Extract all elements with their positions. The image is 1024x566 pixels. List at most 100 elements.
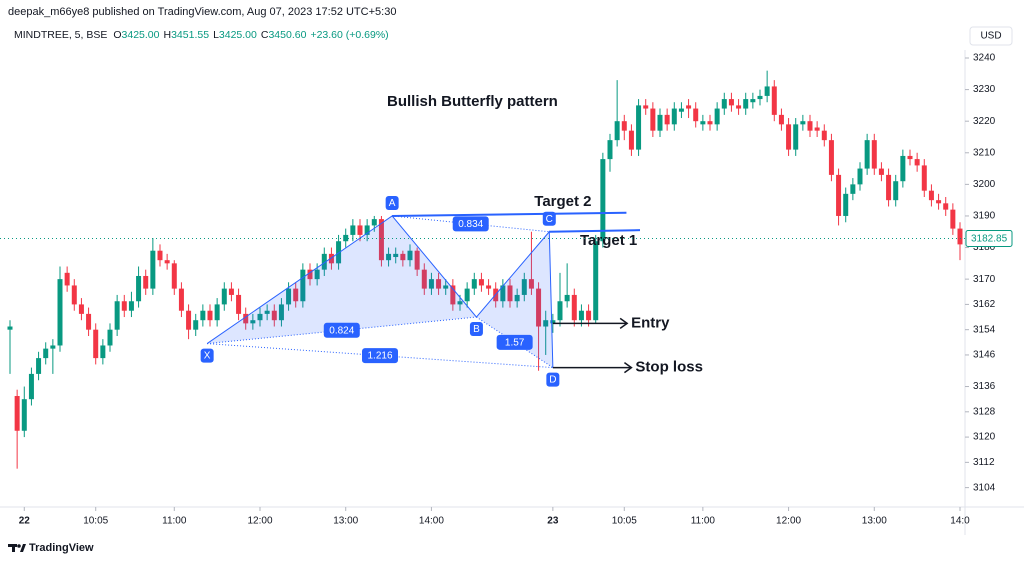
candle-body <box>300 269 306 302</box>
candle-body <box>628 130 634 150</box>
ratio-box <box>452 216 489 232</box>
candle-body <box>836 174 842 216</box>
x-tick-label: 11:00 <box>162 516 187 527</box>
ohlc-value: 3425.00 <box>219 29 257 41</box>
candle-body <box>557 301 563 321</box>
candle-body <box>864 140 870 169</box>
candle-body <box>764 86 770 96</box>
candle-body <box>21 399 27 431</box>
x-tick-label: 11:00 <box>691 516 716 527</box>
candle-body <box>400 253 406 261</box>
candle-body <box>121 301 127 311</box>
candle-body <box>786 124 792 150</box>
candle-body <box>621 121 627 131</box>
candle-body <box>686 105 692 109</box>
candle-body <box>100 345 106 359</box>
y-tick-label: 3230 <box>973 84 996 95</box>
ohlc-key: H <box>164 29 172 41</box>
candle-body <box>800 121 806 125</box>
candle-body <box>221 288 227 305</box>
point-box <box>542 211 556 226</box>
candle-body <box>950 209 956 229</box>
candle-body <box>386 253 392 261</box>
candle-body <box>93 329 99 359</box>
candle-body <box>593 241 599 321</box>
candle-body <box>943 203 949 210</box>
candle-body <box>14 396 20 431</box>
y-tick-label: 3240 <box>973 53 996 64</box>
ohlc-change: +23.60 (+0.69%) <box>310 29 388 41</box>
candle-body <box>771 86 777 115</box>
candle-body <box>893 181 899 201</box>
candle-body <box>128 301 134 311</box>
x-tick-label: 22 <box>19 516 31 527</box>
candle-body <box>186 310 192 330</box>
candle-body <box>328 253 334 264</box>
candle-body <box>293 288 299 302</box>
symbol[interactable]: MINDTREE, 5, BSE <box>14 29 107 41</box>
currency[interactable]: USD <box>980 31 1001 42</box>
candle-body <box>107 329 113 346</box>
candle-body <box>828 140 834 175</box>
candle-body <box>278 304 284 321</box>
candle-body <box>450 285 456 305</box>
candle-body <box>843 193 849 216</box>
target-label: Target 2 <box>534 193 591 210</box>
candle-body <box>307 269 313 280</box>
candle-body <box>336 241 342 264</box>
candle-body <box>178 288 184 311</box>
candle-body <box>707 121 713 125</box>
candle-body <box>471 279 477 289</box>
ratio-label: 1.216 <box>367 351 392 362</box>
candle-body <box>886 174 892 201</box>
candle-body <box>957 228 963 245</box>
candle-body <box>736 105 742 109</box>
candle-body <box>478 279 484 286</box>
candle-body <box>57 279 63 346</box>
ratio-box <box>323 322 360 338</box>
annotation: Bullish Butterfly pattern <box>387 93 558 110</box>
target-label: Target 1 <box>580 232 637 249</box>
candle-body <box>321 253 327 270</box>
candle-body <box>907 155 913 160</box>
candle-body <box>678 108 684 112</box>
candle-body <box>857 168 863 185</box>
candle-body <box>43 348 49 359</box>
y-tick-label: 3146 <box>973 350 996 361</box>
candle-body <box>643 105 649 109</box>
candle-body <box>814 127 820 131</box>
ratio-box <box>362 348 398 364</box>
candle-body <box>236 294 242 314</box>
y-tick-label: 3170 <box>973 274 996 285</box>
x-tick-label: 12:00 <box>776 516 801 527</box>
candle-body <box>314 269 320 280</box>
candle-body <box>378 219 384 261</box>
candle-body <box>36 358 42 374</box>
y-tick-label: 3180 <box>973 242 996 253</box>
target-line <box>392 211 627 217</box>
candle-body <box>86 313 92 330</box>
candle-body <box>586 310 592 321</box>
x-tick-label: 23 <box>547 516 559 527</box>
candles <box>7 70 963 469</box>
candle-body <box>486 285 492 289</box>
candle-body <box>578 310 584 321</box>
y-tick-label: 3154 <box>973 324 996 335</box>
y-tick-label: 3220 <box>973 116 996 127</box>
candle-body <box>607 140 613 160</box>
ratio-label: 0.824 <box>329 325 354 336</box>
target-line <box>549 229 641 233</box>
candle-body <box>793 124 799 150</box>
candle-body <box>614 121 620 141</box>
candle-body <box>157 250 163 261</box>
ohlc-value: 3450.60 <box>268 29 306 41</box>
x-tick-label: 13:00 <box>333 516 358 527</box>
candle-body <box>64 272 70 286</box>
candle-body <box>350 225 356 235</box>
currency-box[interactable] <box>969 26 1013 46</box>
pattern-fill <box>476 231 553 368</box>
brand-logo <box>8 544 26 552</box>
y-tick-label: 3104 <box>973 482 996 493</box>
ohlc-key: C <box>261 29 269 41</box>
